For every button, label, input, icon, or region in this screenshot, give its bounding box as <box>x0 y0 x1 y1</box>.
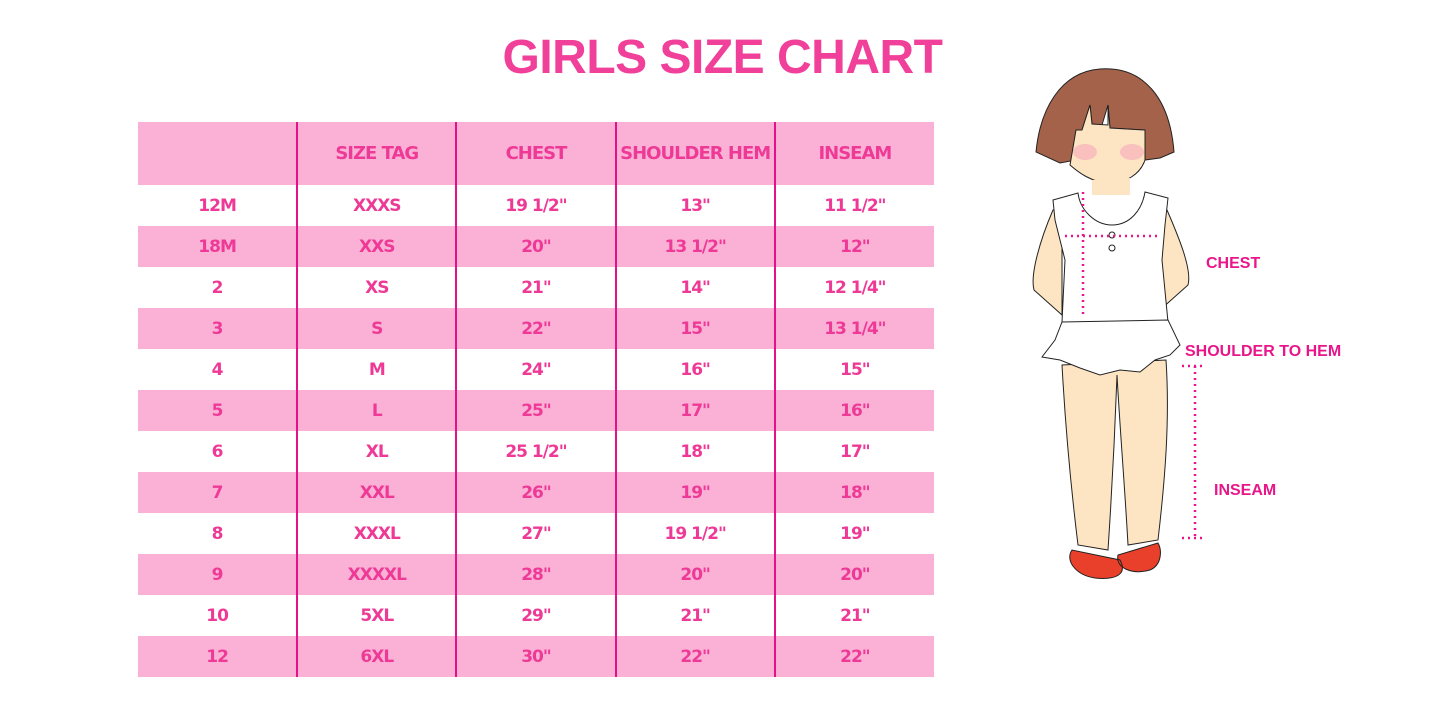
cell-size: 6 <box>211 441 224 462</box>
cell-inseam: 21" <box>773 595 934 636</box>
cell-inseam: 20" <box>773 554 934 595</box>
cell-inseam: 13 1/4" <box>773 308 934 349</box>
table-row: 7 XXL 26" 19" 18" <box>138 472 934 513</box>
cell-size: 8 <box>211 523 224 544</box>
cell-inseam: 18" <box>773 472 934 513</box>
header-chest: CHEST <box>455 122 616 185</box>
title-text: GIRLS SIZE CHART <box>502 31 943 84</box>
header-shoulder-hem: SHOULDER HEM <box>614 122 775 185</box>
table-header-row: SIZE TAG CHEST SHOULDER HEM INSEAM <box>138 122 934 185</box>
cell-chest: 21" <box>455 267 616 308</box>
cell-size: 5 <box>138 390 298 431</box>
cell-shoulder-hem: 13 1/2" <box>614 226 775 267</box>
cell-inseam: 17" <box>773 431 934 472</box>
page-title: GIRLS SIZE CHART <box>0 30 1445 85</box>
shoulder-to-hem-label: SHOULDER TO HEM <box>1185 343 1342 360</box>
cell-size-tag: S <box>296 308 457 349</box>
table-row: 2 XS 21" 14" 12 1/4" <box>138 267 934 308</box>
table-row: 8 XXXL 27" 19 1/2" 19" <box>138 513 934 554</box>
header-size-tag: SIZE TAG <box>296 122 457 185</box>
cell-chest: 19 1/2" <box>455 185 616 226</box>
cell-size: 12 <box>138 636 298 677</box>
cell-shoulder-hem: 19 1/2" <box>614 513 775 554</box>
cell-chest: 22" <box>455 308 616 349</box>
cell-size-tag: 5XL <box>296 595 457 636</box>
cell-chest: 25 1/2" <box>455 431 616 472</box>
girl-measurement-illustration <box>1032 68 1202 579</box>
table-row: 12M XXXS 19 1/2" 13" 11 1/2" <box>138 185 934 226</box>
cell-shoulder-hem: 17" <box>614 390 775 431</box>
cell-chest: 24" <box>455 349 616 390</box>
table-row: 4 M 24" 16" 15" <box>138 349 934 390</box>
cell-inseam: 22" <box>773 636 934 677</box>
cell-chest: 25" <box>455 390 616 431</box>
inseam-label: INSEAM <box>1214 482 1277 499</box>
table-row: 10 5XL 29" 21" 21" <box>138 595 934 636</box>
shirt <box>1052 191 1169 323</box>
cell-size-tag: XXS <box>296 226 457 267</box>
cell-inseam: 15" <box>773 349 934 390</box>
cell-inseam: 12 1/4" <box>773 267 934 308</box>
cell-chest: 28" <box>455 554 616 595</box>
cell-size-tag: XXXXL <box>296 554 457 595</box>
cell-shoulder-hem: 13" <box>614 185 775 226</box>
cell-chest: 27" <box>455 513 616 554</box>
cell-shoulder-hem: 18" <box>614 431 775 472</box>
cell-shoulder-hem: 15" <box>614 308 775 349</box>
cell-chest: 30" <box>455 636 616 677</box>
cell-size-tag: L <box>296 390 457 431</box>
cell-shoulder-hem: 16" <box>614 349 775 390</box>
cell-size-tag: XXXL <box>296 513 457 554</box>
header-inseam: INSEAM <box>773 122 934 185</box>
cell-size: 4 <box>211 359 224 380</box>
cell-size-tag: XS <box>296 267 457 308</box>
cell-size: 9 <box>138 554 298 595</box>
table-row: 6 XL 25 1/2" 18" 17" <box>138 431 934 472</box>
hair <box>1035 68 1175 164</box>
cell-size: 18M <box>138 226 298 267</box>
cell-shoulder-hem: 14" <box>614 267 775 308</box>
cell-inseam: 19" <box>773 513 934 554</box>
legs <box>1061 359 1168 551</box>
header-size <box>138 122 298 185</box>
table-row: 9 XXXXL 28" 20" 20" <box>138 554 934 595</box>
cell-chest: 26" <box>455 472 616 513</box>
shoes <box>1069 542 1161 579</box>
table-row: 18M XXS 20" 13 1/2" 12" <box>138 226 934 267</box>
table-row: 12 6XL 30" 22" 22" <box>138 636 934 677</box>
cell-size: 3 <box>138 308 298 349</box>
cell-shoulder-hem: 22" <box>614 636 775 677</box>
cell-chest: 29" <box>455 595 616 636</box>
cell-size-tag: XXXS <box>296 185 457 226</box>
table-row: 5 L 25" 17" 16" <box>138 390 934 431</box>
cell-size-tag: XL <box>296 431 457 472</box>
cell-size: 12M <box>198 195 237 216</box>
cell-size-tag: M <box>296 349 457 390</box>
table-row: 3 S 22" 15" 13 1/4" <box>138 308 934 349</box>
cell-size: 10 <box>206 605 229 626</box>
cell-size: 7 <box>138 472 298 513</box>
size-chart-table: SIZE TAG CHEST SHOULDER HEM INSEAM 12M XX… <box>138 122 934 677</box>
arms <box>1032 209 1190 317</box>
cell-inseam: 16" <box>773 390 934 431</box>
cell-chest: 20" <box>455 226 616 267</box>
cell-shoulder-hem: 21" <box>614 595 775 636</box>
cell-shoulder-hem: 19" <box>614 472 775 513</box>
cell-size-tag: XXL <box>296 472 457 513</box>
chest-label: CHEST <box>1206 255 1261 272</box>
cell-shoulder-hem: 20" <box>614 554 775 595</box>
cell-size-tag: 6XL <box>296 636 457 677</box>
cell-inseam: 11 1/2" <box>773 185 934 226</box>
skirt <box>1041 319 1181 376</box>
cell-inseam: 12" <box>773 226 934 267</box>
cell-size: 2 <box>211 277 224 298</box>
